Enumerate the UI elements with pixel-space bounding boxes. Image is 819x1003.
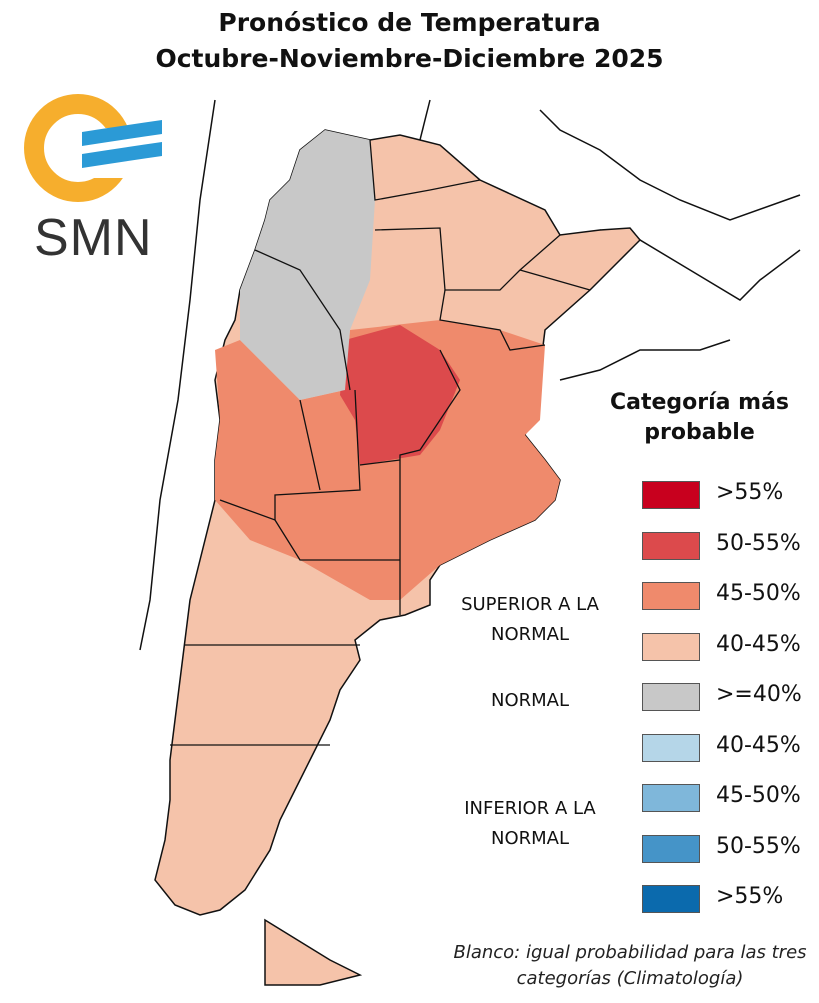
legend-group-normal: NORMAL [490,690,569,711]
map-subtitle: Octubre-Noviembre-Diciembre 2025 [155,44,664,73]
legend-swatch [642,481,700,509]
tierra-del-fuego [264,918,363,986]
legend-label: >=40% [716,682,802,707]
legend-swatch [642,531,700,560]
legend-label: 40-45% [716,732,801,758]
legend-swatch [642,885,700,913]
legend-swatch [642,632,700,661]
legend-swatch [642,834,700,863]
legend-note: Blanco: igual probabilidad para las tres… [453,942,807,989]
legend-label: 50-55% [716,833,801,859]
legend-group-superior: SUPERIOR A LA NORMAL [461,594,599,645]
legend-label: 40-45% [716,631,801,657]
legend-title: Categoría más probable [609,390,790,445]
province-borders [170,139,591,746]
legend-label: >55% [716,884,784,909]
legend-label: 45-50% [716,783,801,808]
legend-swatch [642,784,700,812]
region-50-55 [340,325,460,465]
legend-swatch [642,582,700,610]
region-normal [240,130,375,400]
legend-swatch [642,683,700,711]
legend-swatch [642,733,700,762]
legend-label: 50-55% [716,530,801,556]
map-title: Pronóstico de Temperatura [218,8,601,37]
legend-label: >55% [716,480,784,505]
legend-label: 45-50% [716,581,801,606]
logo-text: SMN [34,209,153,267]
smn-logo: SMN [20,90,190,275]
legend-group-inferior: INFERIOR A LA NORMAL [464,798,596,849]
smn-logo-icon [24,94,170,202]
